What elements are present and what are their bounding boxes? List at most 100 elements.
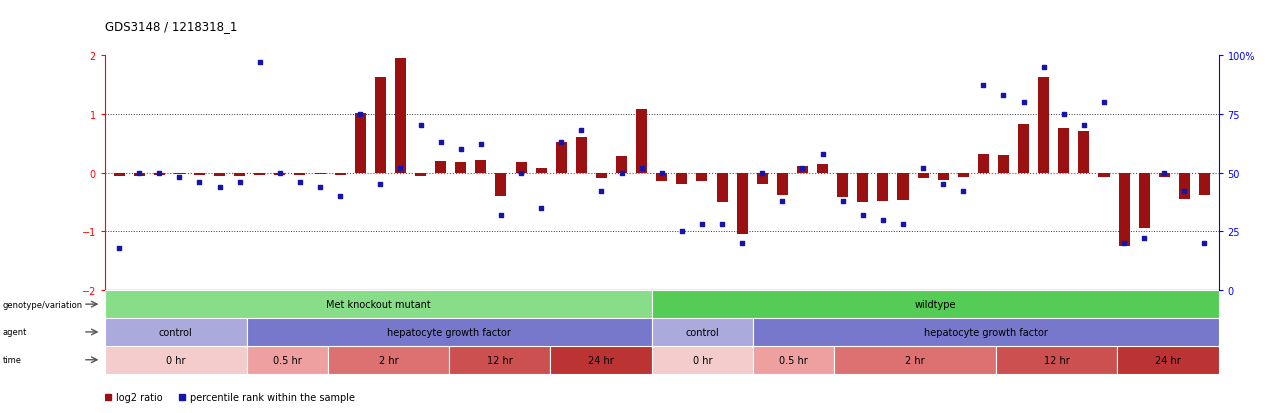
Point <box>390 165 411 172</box>
Point <box>169 175 189 181</box>
Bar <box>1078 132 1089 173</box>
Text: log2 ratio: log2 ratio <box>116 392 163 403</box>
Text: 0 hr: 0 hr <box>692 355 712 365</box>
Point <box>631 165 652 172</box>
Bar <box>616 157 627 173</box>
Point <box>852 212 873 219</box>
Bar <box>355 113 366 173</box>
Bar <box>334 173 346 176</box>
Point <box>591 189 612 195</box>
Point <box>753 170 773 176</box>
Bar <box>516 163 526 173</box>
Point <box>612 170 632 176</box>
Text: 24 hr: 24 hr <box>1155 355 1181 365</box>
Bar <box>214 173 225 177</box>
Bar <box>105 290 652 318</box>
Point <box>411 123 431 130</box>
Bar <box>315 173 325 175</box>
Bar <box>1117 346 1219 374</box>
Bar <box>495 173 507 197</box>
Bar <box>274 173 285 176</box>
Bar <box>535 169 547 173</box>
Bar <box>797 166 808 173</box>
Text: GDS3148 / 1218318_1: GDS3148 / 1218318_1 <box>105 20 237 33</box>
Point <box>1074 123 1094 130</box>
Bar <box>753 346 833 374</box>
Point <box>672 228 692 235</box>
Bar <box>833 346 996 374</box>
Bar <box>328 346 449 374</box>
Bar <box>1158 173 1170 178</box>
Bar <box>375 78 385 173</box>
Point <box>210 184 230 190</box>
Point <box>913 165 933 172</box>
Point <box>511 170 531 176</box>
Bar <box>996 346 1117 374</box>
Text: 2 hr: 2 hr <box>905 355 924 365</box>
Text: 0 hr: 0 hr <box>166 355 186 365</box>
Bar <box>998 156 1009 173</box>
Point <box>892 221 913 228</box>
Point <box>873 217 893 223</box>
Text: 0.5 hr: 0.5 hr <box>780 355 808 365</box>
Point <box>993 93 1014 99</box>
Point <box>973 83 993 90</box>
Point <box>490 212 511 219</box>
Point <box>1194 240 1215 247</box>
Bar <box>636 110 648 173</box>
Bar <box>449 346 550 374</box>
Point <box>652 170 672 176</box>
Point <box>430 139 451 146</box>
Bar <box>234 173 246 176</box>
Point <box>471 142 492 148</box>
Bar <box>938 173 948 180</box>
Point <box>933 182 954 188</box>
Point <box>732 240 753 247</box>
Point <box>1155 170 1175 176</box>
Point <box>349 111 370 118</box>
Point <box>109 245 129 252</box>
Bar <box>777 173 788 195</box>
Bar <box>696 173 708 182</box>
Bar <box>652 290 1219 318</box>
Bar <box>1018 125 1029 173</box>
Bar <box>858 173 868 202</box>
Bar <box>756 173 768 185</box>
Bar <box>456 163 466 173</box>
Point <box>330 193 351 200</box>
Bar <box>1179 173 1190 199</box>
Point <box>451 146 471 153</box>
Bar <box>193 173 205 176</box>
Bar <box>247 318 652 346</box>
Bar <box>294 173 306 176</box>
Point <box>270 170 291 176</box>
Bar <box>247 346 328 374</box>
Text: time: time <box>3 356 22 364</box>
Bar <box>978 154 989 173</box>
Text: 12 hr: 12 hr <box>1043 355 1070 365</box>
Point <box>571 128 591 134</box>
Bar <box>435 161 447 173</box>
Text: genotype/variation: genotype/variation <box>3 300 83 309</box>
Point <box>772 198 792 204</box>
Bar <box>1059 129 1069 173</box>
Point <box>250 59 270 66</box>
Bar <box>652 318 753 346</box>
Text: Met knockout mutant: Met knockout mutant <box>326 299 430 309</box>
Text: control: control <box>159 327 193 337</box>
Text: 2 hr: 2 hr <box>379 355 398 365</box>
Bar <box>736 173 748 235</box>
Point <box>1014 100 1034 106</box>
Point <box>310 184 330 190</box>
Bar <box>1119 173 1130 247</box>
Point <box>691 221 712 228</box>
Bar <box>596 173 607 179</box>
Bar <box>396 59 406 173</box>
Point <box>1174 189 1194 195</box>
Bar <box>1038 78 1050 173</box>
Bar <box>657 173 667 182</box>
Point <box>148 170 169 176</box>
Bar <box>475 160 486 173</box>
Bar <box>114 173 124 176</box>
Point <box>189 179 210 186</box>
